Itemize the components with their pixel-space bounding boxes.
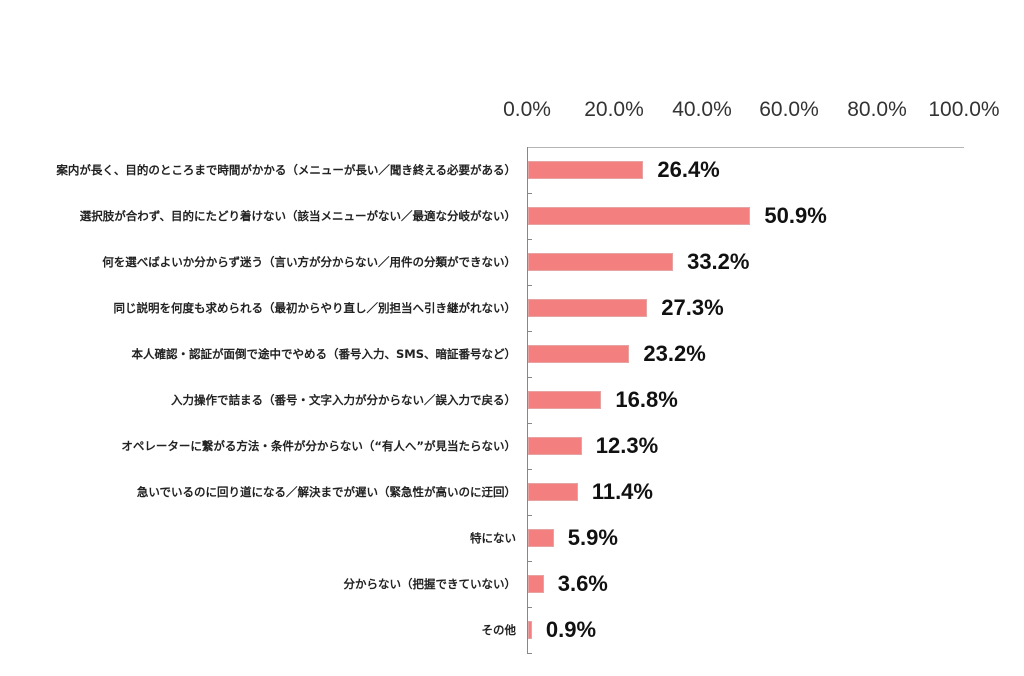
value-label: 16.8% bbox=[615, 387, 678, 412]
bar-row: 急いでいるのに回り道になる／解決までが遅い（緊急性が高いのに迂回） 11.4% bbox=[0, 469, 1024, 515]
category-label: オペレーターに繋がる方法・条件が分からない（“有人へ”が見当たらない） bbox=[121, 439, 516, 453]
y-axis-tick bbox=[527, 331, 532, 332]
category-label: その他 bbox=[481, 623, 517, 637]
bar-row: 何を選べばよいか分からず迷う（言い方が分からない／用件の分類ができない） 33.2… bbox=[0, 239, 1024, 285]
x-tick-label: 20.0% bbox=[584, 98, 644, 121]
bar bbox=[528, 621, 532, 639]
y-axis-tick bbox=[527, 239, 532, 240]
y-axis-tick bbox=[527, 469, 532, 470]
category-label: 分からない（把握できていない） bbox=[343, 577, 517, 591]
value-label: 0.9% bbox=[545, 617, 597, 642]
category-label: 急いでいるのに回り道になる／解決までが遅い（緊急性が高いのに迂回） bbox=[136, 485, 516, 499]
value-label: 5.9% bbox=[567, 525, 618, 550]
bar bbox=[528, 575, 544, 593]
x-tick-label: 0.0% bbox=[503, 98, 551, 121]
category-label: 何を選べばよいか分からず迷う（言い方が分からない／用件の分類ができない） bbox=[102, 255, 516, 269]
value-label: 33.2% bbox=[687, 249, 750, 274]
y-axis-line bbox=[527, 147, 528, 654]
bar-row: 案内が長く、目的のところまで時間がかかる（メニューが長い／聞き終える必要がある）… bbox=[0, 147, 1024, 193]
value-label: 11.4% bbox=[591, 479, 653, 504]
y-axis-tick bbox=[527, 561, 532, 562]
bar-row: 入力操作で詰まる（番号・文字入力が分からない／誤入力で戻る） 16.8% bbox=[0, 377, 1024, 423]
bar bbox=[528, 253, 674, 271]
value-label: 50.9% bbox=[764, 203, 827, 228]
y-axis-tick bbox=[527, 193, 532, 194]
bar-row: 同じ説明を何度も求められる（最初からやり直し／別担当へ引き継がれない） 27.3% bbox=[0, 285, 1024, 331]
bar-row: 分からない（把握できていない） 3.6% bbox=[0, 561, 1024, 607]
value-label: 26.4% bbox=[657, 157, 720, 182]
y-axis-tick bbox=[527, 515, 532, 516]
category-label: 本人確認・認証が面倒で途中でやめる（番号入力、SMS、暗証番号など） bbox=[131, 347, 516, 361]
bar bbox=[528, 345, 630, 363]
category-label: 同じ説明を何度も求められる（最初からやり直し／別担当へ引き継がれない） bbox=[113, 301, 517, 315]
value-label: 23.2% bbox=[643, 341, 706, 366]
y-axis-tick bbox=[527, 607, 532, 608]
category-label: 入力操作で詰まる（番号・文字入力が分からない／誤入力で戻る） bbox=[171, 393, 516, 407]
x-tick-label: 40.0% bbox=[672, 98, 732, 121]
x-tick-label: 60.0% bbox=[759, 98, 819, 121]
bar bbox=[528, 437, 582, 455]
y-axis-tick bbox=[527, 423, 532, 424]
x-tick-label: 100.0% bbox=[928, 98, 1000, 121]
bar-row: 選択肢が合わず、目的にたどり着けない（該当メニューがない／最適な分岐がない） 50… bbox=[0, 193, 1024, 239]
y-axis-tick bbox=[527, 377, 532, 378]
y-axis-tick bbox=[527, 285, 532, 286]
bar-row: その他 0.9% bbox=[0, 607, 1024, 653]
bar bbox=[528, 483, 578, 501]
value-label: 12.3% bbox=[595, 433, 659, 458]
bar-row: 特にない 5.9% bbox=[0, 515, 1024, 561]
y-axis-tick bbox=[527, 653, 532, 654]
bar-row: オペレーターに繋がる方法・条件が分からない（“有人へ”が見当たらない） 12.3% bbox=[0, 423, 1024, 469]
bar-row: 本人確認・認証が面倒で途中でやめる（番号入力、SMS、暗証番号など） 23.2% bbox=[0, 331, 1024, 377]
bar bbox=[528, 391, 602, 409]
category-label: 選択肢が合わず、目的にたどり着けない（該当メニューがない／最適な分岐がない） bbox=[79, 209, 516, 223]
category-label: 特にない bbox=[470, 531, 516, 545]
bar bbox=[528, 529, 554, 547]
x-tick-label: 80.0% bbox=[847, 98, 907, 121]
category-label: 案内が長く、目的のところまで時間がかかる（メニューが長い／聞き終える必要がある） bbox=[56, 163, 516, 177]
value-label: 3.6% bbox=[557, 571, 608, 596]
value-label: 27.3% bbox=[661, 295, 724, 320]
bar bbox=[528, 299, 648, 317]
bar bbox=[528, 207, 751, 225]
x-axis-line bbox=[527, 147, 964, 148]
bar bbox=[528, 161, 644, 179]
